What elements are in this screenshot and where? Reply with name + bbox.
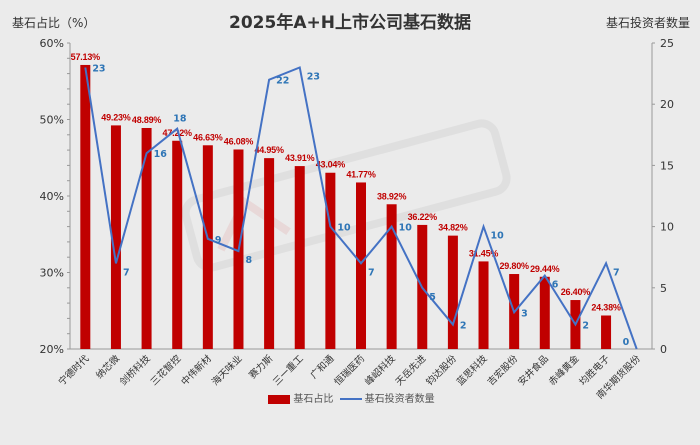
- line-data-label: 10: [399, 223, 413, 234]
- bar: [202, 145, 213, 349]
- bar-data-label: 46.08%: [224, 136, 254, 146]
- line-data-label: 7: [123, 267, 130, 278]
- legend-bar-label: 基石占比: [293, 394, 334, 405]
- left-tick-label: 60%: [40, 37, 64, 50]
- bar: [294, 166, 305, 349]
- x-tick-label: 赛力斯: [247, 352, 276, 381]
- left-tick-label: 20%: [40, 343, 64, 356]
- x-tick-label: 安井食品: [516, 353, 551, 388]
- x-tick-label: 中伟新材: [179, 352, 215, 388]
- line-series: [84, 66, 638, 350]
- line-data-label: 6: [552, 280, 559, 291]
- x-tick-label: 剑桥科技: [117, 352, 153, 388]
- x-tick-label: 钧达股份: [424, 352, 460, 388]
- bar: [478, 261, 489, 349]
- x-tick-label: 蓝思科技: [454, 352, 490, 388]
- bar: [539, 276, 550, 349]
- left-axis-label: 基石占比（%）: [12, 16, 96, 30]
- line-data-label: 10: [337, 223, 351, 234]
- legend: 基石占比 基石投资者数量: [0, 390, 700, 405]
- bar-data-label: 57.13%: [71, 52, 101, 62]
- right-tick-label: 25: [660, 37, 674, 50]
- line-data-label: 3: [521, 308, 528, 319]
- bar-data-label: 43.91%: [285, 153, 315, 163]
- x-tick-label: 天岳先进: [393, 352, 429, 388]
- bar: [110, 125, 121, 349]
- bar-data-label: 29.44%: [530, 264, 560, 274]
- line-data-label: 18: [173, 114, 187, 125]
- bar-data-label: 44.95%: [254, 145, 284, 155]
- line-data-label: 5: [429, 292, 436, 303]
- bar-data-label: 36.22%: [408, 212, 438, 222]
- bar-data-label: 26.40%: [561, 287, 591, 297]
- bar: [141, 127, 152, 349]
- line-data-label: 23: [307, 71, 320, 82]
- bar-data-label: 34.82%: [438, 223, 468, 233]
- bar: [80, 64, 91, 349]
- line-data-label: 2: [460, 321, 467, 332]
- line-data-label: 0: [623, 337, 630, 348]
- line-data-label: 7: [613, 267, 620, 278]
- bar: [264, 158, 275, 349]
- bar-data-label: 48.89%: [132, 115, 162, 125]
- legend-line-swatch: [339, 398, 362, 400]
- x-tick-label: 吉宏股份: [485, 352, 521, 388]
- right-axis-label: 基石投资者数量: [605, 16, 690, 30]
- left-tick-label: 50%: [40, 114, 64, 127]
- x-tick-label: 三花智控: [148, 352, 184, 388]
- x-tick-label: 宁德时代: [56, 352, 92, 388]
- line-data-label: 23: [92, 63, 105, 74]
- bar-data-label: 29.80%: [499, 261, 529, 271]
- bar: [386, 204, 397, 349]
- bar: [447, 235, 458, 349]
- legend-bar-swatch: [268, 394, 291, 404]
- bar-data-label: 24.38%: [591, 302, 621, 312]
- bar-data-label: 46.63%: [193, 132, 223, 142]
- line-data-label: 7: [368, 267, 375, 278]
- right-tick-label: 0: [660, 343, 667, 356]
- bar-data-label: 43.04%: [316, 160, 346, 170]
- right-tick-label: 10: [660, 221, 674, 234]
- x-tick-label: 海天味业: [209, 353, 244, 388]
- bar-data-label: 49.23%: [101, 112, 131, 122]
- x-tick-label: 赤峰黄金: [546, 352, 582, 388]
- left-tick-label: 40%: [40, 190, 64, 203]
- bar: [601, 315, 612, 349]
- right-tick-label: 5: [660, 282, 667, 295]
- x-tick-label: 峰岹科技: [362, 352, 398, 388]
- right-tick-label: 20: [660, 98, 674, 111]
- chart-title: 2025年A+H上市公司基石数据: [229, 13, 471, 33]
- bar: [172, 140, 183, 349]
- bar-data-label: 31.45%: [469, 248, 499, 258]
- line-data-label: 16: [154, 149, 168, 160]
- bar: [325, 172, 336, 349]
- right-tick-label: 15: [660, 159, 674, 172]
- x-tick-label: 广和通: [308, 352, 337, 381]
- left-tick-label: 30%: [40, 267, 64, 280]
- bar: [356, 182, 366, 349]
- line-data-label: 9: [215, 235, 222, 246]
- bar-data-label: 41.77%: [346, 169, 376, 179]
- x-tick-label: 纳芯微: [93, 352, 122, 381]
- x-tick-label: 三一重工: [270, 352, 306, 388]
- line-data-label: 22: [276, 76, 289, 87]
- line-data-label: 8: [245, 255, 252, 266]
- legend-line-label: 基石投资者数量: [364, 394, 435, 405]
- line-data-label: 2: [582, 321, 589, 332]
- line-data-label: 10: [491, 231, 505, 242]
- x-tick-label: 恒瑞医药: [332, 353, 367, 388]
- bar-data-label: 38.92%: [377, 191, 407, 201]
